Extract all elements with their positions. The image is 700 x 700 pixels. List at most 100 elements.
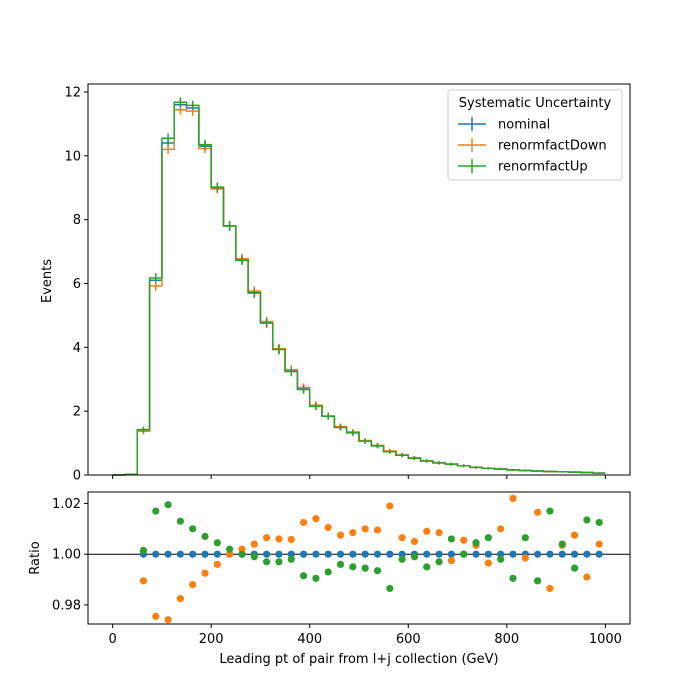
ratio-point — [176, 550, 184, 558]
x-tick-label: 0 — [108, 632, 116, 647]
ratio-point — [189, 550, 197, 558]
bottom-axes-frame — [87, 491, 631, 625]
top-axes-frame — [87, 83, 631, 476]
ratio-point — [534, 577, 542, 585]
ratio-point — [546, 507, 554, 515]
ratio-point — [435, 558, 443, 566]
ratio-point — [595, 540, 603, 548]
ratio-point — [484, 534, 492, 542]
ratio-point — [189, 581, 197, 589]
ratio-point — [312, 574, 320, 582]
ratio-point — [484, 550, 492, 558]
ratio-point — [201, 532, 209, 541]
y-tick-label: 8 — [73, 213, 81, 228]
bottom-x-ticks: 0 200 400 600 800 1000 — [108, 624, 622, 647]
ratio-point — [423, 563, 431, 571]
ratio-point — [497, 550, 505, 558]
ratio-point — [386, 550, 394, 558]
x-tick-label: 400 — [297, 632, 322, 647]
ratio-point — [546, 550, 554, 558]
series-renormfactUp — [112, 97, 606, 476]
step-line-renormfactUp — [112, 101, 606, 476]
legend-label: nominal — [498, 118, 550, 133]
ratio-point — [373, 526, 382, 534]
ratio-point — [250, 540, 258, 548]
ratio-point — [139, 577, 148, 585]
ratio-point — [484, 559, 492, 567]
ratio-point — [201, 569, 209, 577]
y-tick-label: 4 — [73, 341, 81, 356]
bottom-panel: 0.98 1.00 1.02 0 200 400 600 800 1000 Ratio Lea… — [28, 491, 631, 667]
ratio-point — [226, 545, 234, 553]
y-tick-label: 1.00 — [52, 548, 81, 563]
ratio-point — [558, 540, 566, 548]
legend-entry-renormfactUp: renormfactUp — [458, 159, 588, 175]
ratio-point — [410, 537, 419, 546]
bottom-y-ticks: 0.98 1.00 1.02 — [52, 497, 88, 613]
ratio-point — [349, 563, 357, 571]
ratio-point — [336, 531, 345, 539]
ratio-point — [263, 534, 271, 542]
top-plot-area — [112, 97, 606, 476]
ratio-point — [263, 550, 271, 558]
ratio-point — [189, 525, 197, 533]
ratio-point — [275, 535, 283, 543]
top-panel: 0 2 4 6 8 10 12 Events — [40, 83, 631, 484]
x-axis-label: Leading pt of pair from l+j collection (… — [219, 652, 498, 667]
ratio-series-renormfactDown — [139, 494, 603, 624]
ratio-point — [447, 535, 455, 543]
ratio-point — [435, 550, 443, 558]
ratio-point — [349, 529, 357, 537]
ratio-point — [534, 508, 542, 516]
ratio-point — [238, 545, 246, 553]
ratio-point — [152, 507, 160, 515]
ratio-point — [213, 539, 221, 547]
ratio-point — [509, 494, 517, 502]
ratio-point — [398, 555, 406, 563]
top-x-ticks — [112, 475, 606, 479]
ratio-point — [213, 560, 221, 568]
ratio-point — [139, 546, 148, 554]
ratio-point — [558, 550, 566, 558]
top-y-axis-label: Events — [40, 259, 55, 303]
x-tick-label: 200 — [199, 632, 224, 647]
ratio-point — [521, 534, 529, 542]
ratio-point — [213, 550, 221, 558]
x-tick-label: 800 — [494, 632, 519, 647]
ratio-point — [423, 527, 431, 535]
ratio-point — [287, 535, 295, 544]
ratio-point — [287, 555, 295, 563]
ratio-point — [570, 550, 579, 558]
y-tick-label: 1.02 — [52, 497, 81, 512]
ratio-point — [164, 616, 172, 624]
ratio-point — [423, 550, 431, 558]
x-tick-label: 600 — [396, 632, 421, 647]
y-tick-label: 2 — [73, 405, 81, 420]
legend: Systematic Uncertainty nominal renormfact… — [447, 89, 623, 181]
ratio-point — [373, 567, 382, 575]
ratio-point — [509, 550, 517, 558]
legend-entry-renormfactDown: renormfactDown — [458, 138, 607, 154]
ratio-point — [472, 550, 480, 558]
ratio-point — [386, 584, 394, 593]
ratio-point — [361, 564, 369, 572]
ratio-point — [460, 536, 468, 544]
legend-frame — [447, 89, 623, 181]
ratio-point — [521, 554, 529, 562]
ratio-point — [546, 584, 554, 593]
ratio-point — [509, 574, 517, 582]
ratio-point — [570, 564, 579, 572]
legend-entries: nominal renormfactDown renormfactUp — [458, 117, 607, 175]
y-tick-label: 0 — [73, 469, 81, 484]
ratio-point — [275, 558, 283, 566]
ratio-point — [447, 556, 455, 565]
bottom-plot-area — [88, 494, 630, 624]
ratio-point — [583, 573, 591, 581]
legend-entry-nominal: nominal — [458, 117, 550, 133]
ratio-point — [361, 550, 369, 558]
ratio-point — [176, 595, 184, 603]
y-tick-label: 10 — [64, 149, 81, 164]
ratio-point — [164, 550, 172, 558]
ratio-point — [299, 572, 308, 580]
